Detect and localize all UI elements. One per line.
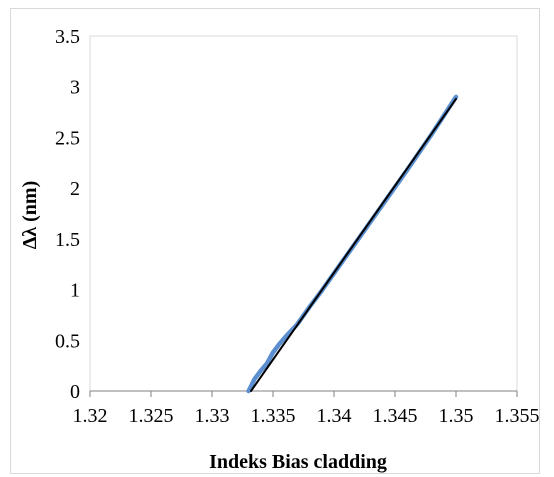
x-tick-label: 1.345 xyxy=(373,405,418,427)
series-lines xyxy=(246,94,459,394)
x-tick-label: 1.355 xyxy=(495,405,540,427)
x-tick-label: 1.33 xyxy=(195,405,230,427)
y-tick-label: 1 xyxy=(70,280,80,302)
x-axis-title: Indeks Bias cladding xyxy=(209,451,387,473)
x-tick-label: 1.325 xyxy=(129,405,174,427)
y-axis-title: Δλ (nm) xyxy=(19,181,41,249)
y-tick-label: 0.5 xyxy=(55,330,80,352)
x-tick-label: 1.32 xyxy=(73,405,108,427)
axes xyxy=(89,35,518,397)
chart-frame xyxy=(10,8,540,474)
x-tick-label: 1.35 xyxy=(439,405,474,427)
x-tick-label: 1.335 xyxy=(251,405,296,427)
plot-area xyxy=(89,35,518,392)
y-tick-label: 2.5 xyxy=(55,127,80,149)
trend-line xyxy=(250,97,457,392)
data-series-line xyxy=(246,94,459,394)
x-tick-label: 1.34 xyxy=(317,405,352,427)
y-tick-label: 3.5 xyxy=(55,26,80,48)
y-tick-label: 3 xyxy=(70,77,80,99)
tick-labels: 1.32 1.325 1.33 1.335 1.34 1.345 1.35 1.355 0 0.5… xyxy=(55,26,540,427)
y-tick-label: 2 xyxy=(70,178,80,200)
y-tick-label: 0 xyxy=(70,381,80,403)
y-tick-label: 1.5 xyxy=(55,229,80,251)
